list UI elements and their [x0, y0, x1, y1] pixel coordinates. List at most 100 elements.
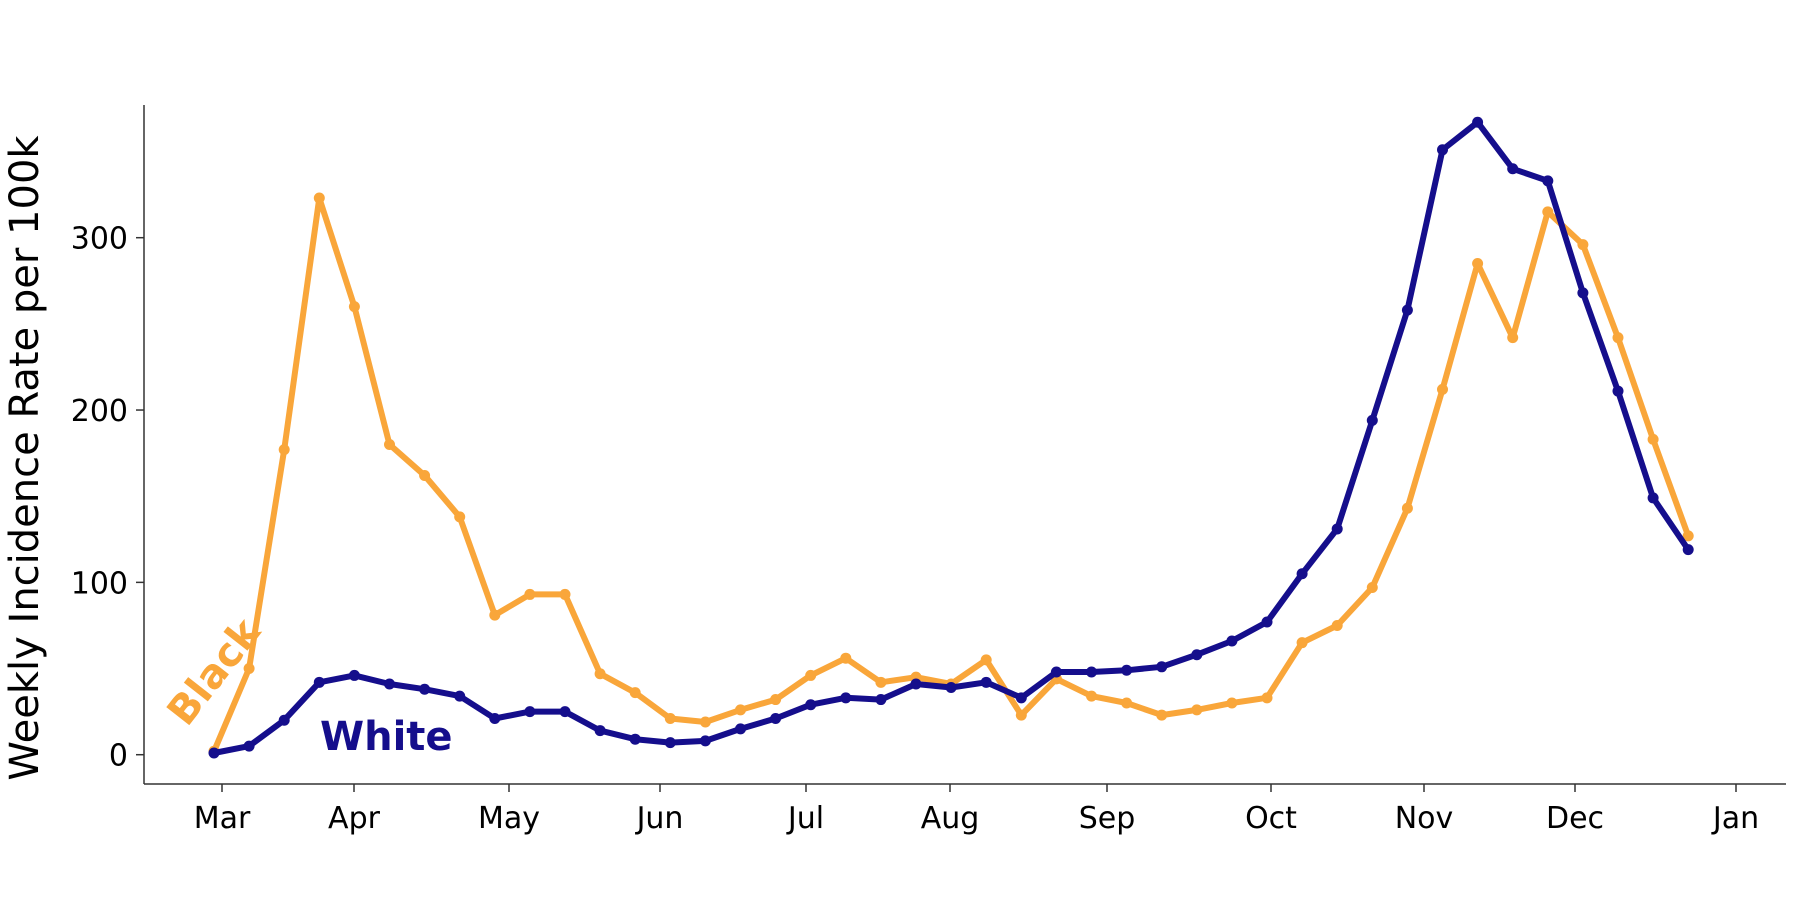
data-point-black	[805, 669, 817, 681]
x-tick-label: Aug	[921, 801, 980, 836]
data-point-white	[1401, 304, 1413, 316]
data-point-white	[1121, 664, 1133, 676]
data-point-white	[594, 725, 606, 737]
data-point-black	[875, 676, 887, 688]
data-point-white	[1261, 616, 1273, 628]
x-axis-ticks: Mar Apr May Jun Jul Aug Sep Oct Nov Dec Jan	[194, 784, 1759, 836]
y-tick-label: 300	[71, 222, 128, 257]
data-point-white	[243, 740, 255, 752]
x-tick-label: Dec	[1546, 801, 1604, 836]
data-point-white	[1086, 666, 1097, 678]
x-tick-label: May	[478, 801, 540, 836]
data-point-white	[1682, 544, 1694, 556]
data-point-black	[664, 713, 676, 725]
series-label-black: Black	[159, 609, 271, 734]
data-point-white	[1331, 523, 1343, 535]
data-point-white	[629, 733, 641, 745]
y-tick-label: 200	[71, 394, 128, 429]
data-point-black	[1015, 709, 1027, 721]
x-tick-label: Mar	[194, 801, 251, 836]
data-point-black	[699, 716, 711, 728]
x-tick-label: Jul	[786, 801, 824, 836]
data-point-black	[1296, 637, 1308, 649]
data-point-black	[559, 588, 571, 600]
data-point-white	[1437, 144, 1448, 156]
data-point-white	[559, 706, 571, 718]
data-point-black	[629, 687, 641, 699]
data-point-white	[454, 690, 466, 702]
data-point-black	[243, 663, 255, 675]
y-axis-title: Weekly Incidence Rate per 100k	[2, 135, 48, 781]
data-point-black	[524, 588, 536, 600]
data-point-black	[770, 694, 782, 706]
data-point-black	[1507, 332, 1519, 344]
data-point-black	[1647, 433, 1659, 445]
data-point-black	[1437, 383, 1448, 395]
data-point-white	[910, 678, 922, 690]
data-point-black	[384, 439, 395, 450]
data-point-black	[1472, 258, 1484, 270]
data-point-white	[384, 678, 395, 690]
data-point-white	[348, 669, 360, 681]
data-point-black	[454, 511, 466, 523]
data-point-white	[980, 676, 992, 688]
data-point-white	[770, 713, 782, 725]
data-point-white	[1015, 692, 1027, 704]
data-point-white	[735, 723, 746, 735]
data-point-white	[1542, 175, 1554, 187]
data-point-black	[594, 668, 606, 680]
data-point-black	[1261, 692, 1273, 704]
data-point-black	[1086, 690, 1097, 702]
x-tick-label: Jan	[1711, 801, 1759, 836]
data-point-white	[664, 737, 676, 749]
data-point-white	[1050, 666, 1062, 678]
data-point-white	[875, 694, 887, 706]
x-tick-label: Nov	[1395, 801, 1454, 836]
data-point-black	[1612, 332, 1624, 344]
data-point-black	[1682, 530, 1694, 542]
y-tick-label: 0	[109, 739, 128, 774]
data-point-white	[524, 706, 536, 718]
data-point-black	[840, 652, 852, 664]
data-point-white	[489, 713, 501, 725]
data-point-white	[1577, 287, 1589, 299]
data-point-black	[278, 444, 290, 456]
data-point-white	[313, 676, 325, 688]
data-point-black	[1191, 704, 1203, 716]
data-point-white	[278, 714, 290, 726]
data-point-white	[1191, 649, 1203, 661]
data-point-white	[419, 683, 431, 695]
data-point-white	[805, 699, 817, 711]
x-tick-label: Oct	[1245, 801, 1297, 836]
data-point-white	[1226, 635, 1238, 647]
data-point-white	[1472, 116, 1484, 128]
chart-axes	[143, 105, 1786, 785]
series-line-white	[211, 119, 1692, 756]
x-tick-label: Jun	[635, 801, 684, 836]
data-point-black	[1401, 502, 1413, 514]
data-point-black	[1226, 697, 1238, 709]
data-point-white	[1647, 492, 1659, 504]
series-white	[208, 116, 1694, 759]
data-point-white	[208, 747, 220, 759]
series-layer	[208, 116, 1694, 759]
data-point-black	[980, 654, 992, 666]
series-black	[208, 192, 1694, 757]
series-line-black	[211, 195, 1692, 755]
data-point-white	[1507, 163, 1519, 175]
data-point-black	[1121, 697, 1133, 709]
data-point-white	[840, 692, 852, 704]
data-point-black	[1577, 239, 1589, 251]
data-point-black	[313, 192, 325, 204]
data-point-black	[1366, 582, 1378, 594]
data-point-white	[1612, 385, 1624, 397]
data-point-white	[945, 681, 957, 693]
data-point-white	[1366, 414, 1378, 426]
data-point-black	[348, 301, 360, 313]
data-point-black	[489, 609, 501, 621]
data-point-black	[1331, 619, 1343, 631]
data-point-white	[1156, 661, 1168, 673]
x-tick-label: Sep	[1079, 801, 1136, 836]
series-label-white: White	[320, 714, 453, 760]
